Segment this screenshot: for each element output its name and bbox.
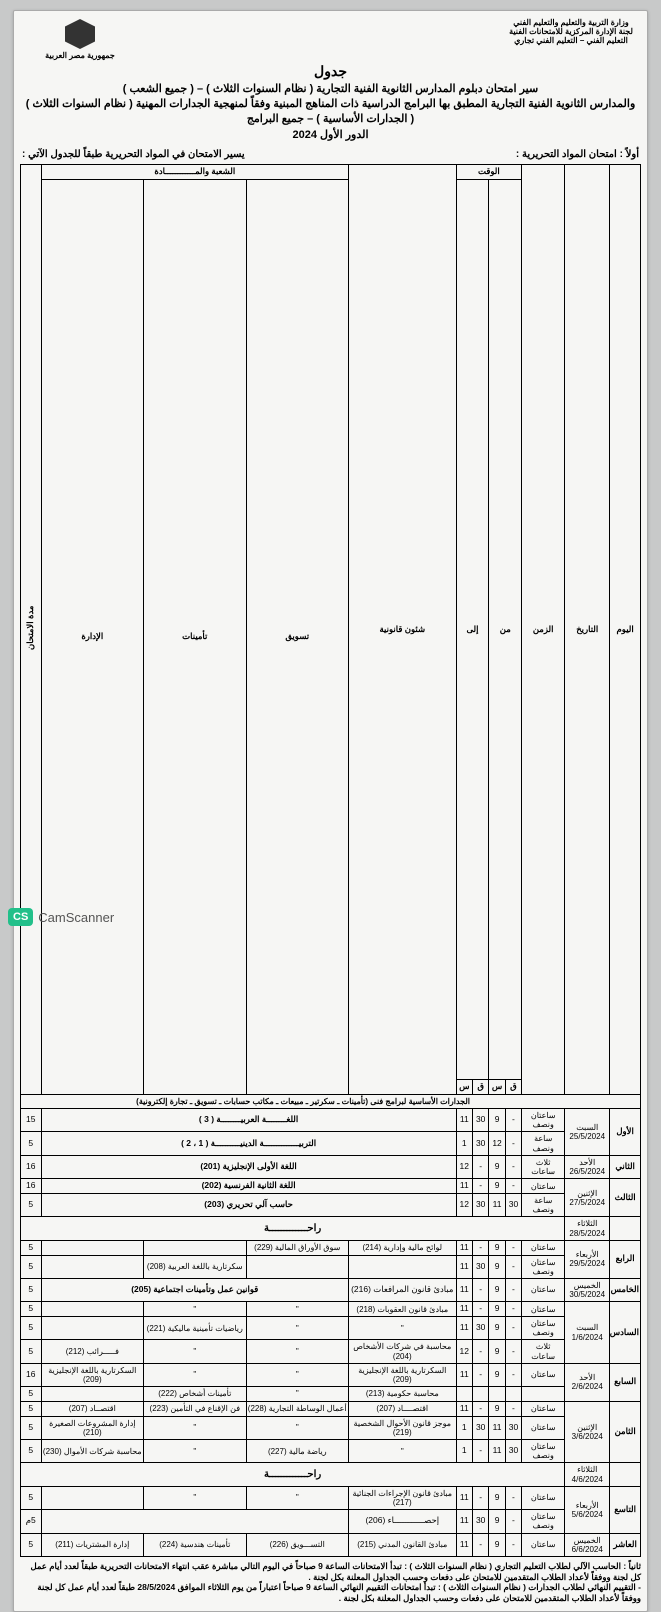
title-3: والمدارس الثانوية الفنية التجارية المطبق… bbox=[20, 97, 641, 112]
table-row: الثانيالأحد26/5/2024ثلاث ساعات-9-12اللغة… bbox=[21, 1155, 641, 1178]
table-row: ساعتان ونصف-93011سكرتارية باللغة العربية… bbox=[21, 1255, 641, 1278]
title-1: جدول bbox=[20, 62, 641, 82]
header-row: وزارة التربية والتعليم والتعليم الفني لج… bbox=[20, 19, 641, 60]
table-row: الخامسالخميس30/5/2024ساعتان-9-11مبادئ قا… bbox=[21, 1278, 641, 1301]
table-row: السابعالأحد2/6/2024ساعتان-9-11السكرتارية… bbox=[21, 1363, 641, 1386]
schedule-table: اليوم التاريخ الزمن الوقت شئون قانونية ا… bbox=[20, 164, 641, 1557]
table-row: ساعتان ونصف-93011""رياضيات تأمينية ماليك… bbox=[21, 1317, 641, 1340]
table-row: السادسالسبت1/6/2024ساعتان-9-11مبادئ قانو… bbox=[21, 1302, 641, 1317]
th-from-q: ق bbox=[505, 1080, 521, 1095]
table-row: التاسعالأربعاء5/6/2024ساعتان-9-11مبادئ ق… bbox=[21, 1486, 641, 1509]
hdr-line3: التعليم الفني – التعليم الفني تجاري bbox=[501, 37, 641, 46]
title-2: سير امتحان دبلوم المدارس الثانوية الفنية… bbox=[20, 82, 641, 97]
note-2: - التقييم النهائي لطلاب الجدارات ( نظام … bbox=[20, 1582, 641, 1603]
title-4: ( الجدارات الأساسية ) – جميع البرامج bbox=[20, 112, 641, 127]
header-country: جمهورية مصر العربية bbox=[20, 19, 140, 60]
th-dur: مدة الامتحان bbox=[21, 165, 42, 1095]
th-insurance: تأمينات bbox=[144, 179, 246, 1094]
table-row: ساعتان3011301موجز قانون الأحوال الشخصية … bbox=[21, 1416, 641, 1439]
camscanner-text: CamScanner bbox=[38, 910, 114, 925]
table-row: الثالثالإثنين27/5/2024ساعتان-9-11اللغة ا… bbox=[21, 1179, 641, 1194]
title-block: جدول سير امتحان دبلوم المدارس الثانوية ا… bbox=[20, 62, 641, 143]
th-time: الزمن bbox=[522, 165, 565, 1095]
table-row: ساعة ونصف30113012حاسب آلي تحريري (203)5 bbox=[21, 1194, 641, 1217]
th-marketing: تسويق bbox=[246, 179, 348, 1094]
section-left: يسير الامتحان في المواد التحريرية طبقاً … bbox=[22, 149, 245, 160]
table-row: ساعتان ونصف-93011إحصــــــــــــاء (206)… bbox=[21, 1510, 641, 1533]
title-5: الدور الأول 2024 bbox=[20, 128, 641, 143]
table-head: اليوم التاريخ الزمن الوقت شئون قانونية ا… bbox=[21, 165, 641, 1109]
country-name: جمهورية مصر العربية bbox=[20, 51, 140, 60]
table-row: محاسبة حكومية (213)"تأمينات أشخاص (222)5 bbox=[21, 1387, 641, 1402]
th-day: اليوم bbox=[610, 165, 641, 1095]
page: وزارة التربية والتعليم والتعليم الفني لج… bbox=[13, 10, 648, 1612]
rest-row: الثلاثاء 4/6/2024راحـــــــــــــة bbox=[21, 1463, 641, 1486]
th-from-s: س bbox=[489, 1080, 505, 1095]
table-row: ساعتان ونصف3011-1"رياضة مالية (227)"محاس… bbox=[21, 1440, 641, 1463]
notes: ثانياً : الحاسب الآلي لطلاب التعليم التج… bbox=[20, 1561, 641, 1604]
rest-row: الثلاثاء 28/5/2024راحـــــــــــــة bbox=[21, 1217, 641, 1240]
camscanner-icon: CS bbox=[8, 908, 33, 926]
section-right: أولاً : امتحان المواد التحريرية : bbox=[516, 149, 639, 160]
note-1: ثانياً : الحاسب الآلي لطلاب التعليم التج… bbox=[20, 1561, 641, 1582]
logo-icon bbox=[65, 19, 95, 49]
subheader-row: أولاً : امتحان المواد التحريرية : يسير ا… bbox=[22, 149, 639, 160]
th-law: شئون قانونية bbox=[348, 165, 456, 1095]
row-note: الجدارات الأساسية لبرامج فنى (تأمينات ـ … bbox=[21, 1094, 641, 1108]
th-period: الوقت bbox=[456, 165, 522, 180]
th-to-s: س bbox=[456, 1080, 472, 1095]
th-date: التاريخ bbox=[565, 165, 610, 1095]
table-row: ساعة ونصف-12301التربيــــــــــــــة الد… bbox=[21, 1132, 641, 1155]
header-ministry: وزارة التربية والتعليم والتعليم الفني لج… bbox=[501, 19, 641, 45]
th-admin: الإدارة bbox=[41, 179, 143, 1094]
th-to: إلى bbox=[456, 179, 489, 1079]
table-row: الأولالسبت25/5/2024ساعتان ونصف-93011اللغ… bbox=[21, 1109, 641, 1132]
th-from: من bbox=[489, 179, 522, 1079]
camscanner-watermark: CS CamScanner bbox=[8, 908, 114, 926]
table-row: الثامنالإثنين3/6/2024ساعتان-9-11اقتصــــ… bbox=[21, 1401, 641, 1416]
th-subject: الشعبة والمــــــــــــادة bbox=[41, 165, 348, 180]
table-row: الرابعالأربعاء29/5/2024ساعتان-9-11لوائح … bbox=[21, 1240, 641, 1255]
table-body: الأولالسبت25/5/2024ساعتان ونصف-93011اللغ… bbox=[21, 1109, 641, 1557]
th-to-q: ق bbox=[472, 1080, 488, 1095]
table-row: العاشرالخميس6/6/2024ساعتان-9-11مبادئ الق… bbox=[21, 1533, 641, 1556]
table-row: ثلاث ساعات-9-12محاسبة في شركات الأشخاص (… bbox=[21, 1340, 641, 1363]
